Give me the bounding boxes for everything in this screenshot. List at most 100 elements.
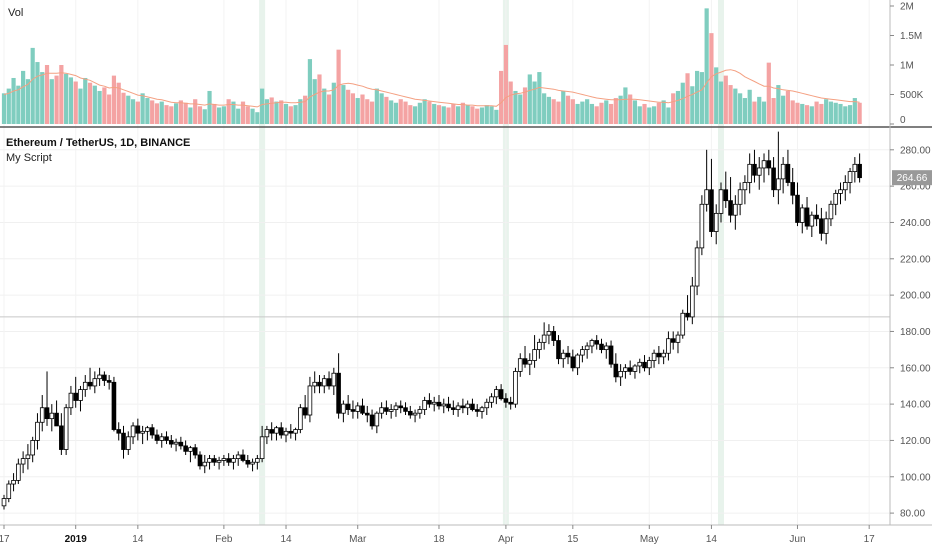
candle[interactable] bbox=[446, 396, 451, 412]
volume-bar[interactable] bbox=[599, 102, 604, 124]
volume-bar[interactable] bbox=[666, 107, 671, 124]
candle[interactable] bbox=[293, 427, 298, 441]
volume-bar[interactable] bbox=[671, 93, 676, 124]
candle[interactable] bbox=[422, 396, 427, 416]
candle[interactable] bbox=[474, 404, 480, 417]
candle[interactable] bbox=[178, 436, 184, 450]
candle[interactable] bbox=[355, 402, 361, 419]
volume-bar[interactable] bbox=[403, 101, 408, 124]
volume-bar[interactable] bbox=[159, 101, 164, 124]
volume-bar[interactable] bbox=[193, 99, 198, 124]
volume-bar[interactable] bbox=[331, 82, 336, 124]
candle[interactable] bbox=[111, 376, 117, 432]
candle[interactable] bbox=[145, 425, 150, 441]
volume-bar[interactable] bbox=[226, 99, 231, 124]
volume-bar[interactable] bbox=[217, 107, 222, 124]
candle[interactable] bbox=[183, 440, 188, 455]
volume-bar[interactable] bbox=[604, 100, 609, 124]
candle[interactable] bbox=[785, 149, 791, 187]
candle[interactable] bbox=[752, 149, 757, 183]
volume-bar[interactable] bbox=[728, 85, 733, 124]
candle[interactable] bbox=[441, 398, 447, 414]
volume-bar[interactable] bbox=[317, 74, 322, 124]
volume-bar[interactable] bbox=[97, 90, 102, 124]
candle[interactable] bbox=[398, 400, 404, 414]
candle[interactable] bbox=[312, 371, 317, 394]
volume-bar[interactable] bbox=[475, 108, 480, 124]
candle[interactable] bbox=[226, 453, 231, 466]
candle[interactable] bbox=[508, 396, 513, 410]
candle[interactable] bbox=[173, 438, 179, 452]
candle[interactable] bbox=[82, 375, 88, 397]
candle[interactable] bbox=[39, 395, 45, 432]
candle[interactable] bbox=[25, 444, 31, 470]
candle[interactable] bbox=[479, 405, 485, 419]
volume-bar[interactable] bbox=[59, 65, 64, 124]
volume-bar[interactable] bbox=[527, 74, 532, 124]
volume-bar[interactable] bbox=[556, 101, 561, 124]
candle[interactable] bbox=[513, 367, 518, 408]
volume-bar[interactable] bbox=[824, 99, 829, 124]
candle[interactable] bbox=[819, 207, 824, 241]
candle[interactable] bbox=[694, 240, 700, 296]
volume-bar[interactable] bbox=[513, 90, 518, 124]
candle[interactable] bbox=[317, 375, 322, 394]
volume-bar[interactable] bbox=[326, 94, 332, 125]
volume-bar[interactable] bbox=[570, 99, 575, 124]
volume-bar[interactable] bbox=[522, 87, 528, 124]
volume-bar[interactable] bbox=[417, 102, 422, 124]
candle[interactable] bbox=[704, 149, 709, 212]
candle[interactable] bbox=[709, 158, 714, 237]
volume-bar[interactable] bbox=[355, 98, 360, 124]
candle[interactable] bbox=[470, 398, 475, 412]
volume-bar[interactable] bbox=[121, 92, 126, 124]
volume-bar[interactable] bbox=[647, 107, 652, 124]
volume-bar[interactable] bbox=[565, 95, 571, 124]
volume-bar[interactable] bbox=[804, 105, 810, 124]
volume-bar[interactable] bbox=[393, 102, 399, 124]
volume-bar[interactable] bbox=[451, 103, 456, 124]
candle[interactable] bbox=[73, 376, 79, 408]
volume-bar[interactable] bbox=[260, 88, 265, 124]
volume-bar[interactable] bbox=[857, 102, 862, 124]
volume-bar[interactable] bbox=[212, 103, 217, 124]
candle[interactable] bbox=[388, 404, 394, 419]
volume-bar[interactable] bbox=[145, 98, 150, 124]
volume-bar[interactable] bbox=[360, 94, 365, 125]
volume-bar[interactable] bbox=[130, 99, 136, 124]
volume-bar[interactable] bbox=[561, 90, 566, 124]
volume-bar[interactable] bbox=[298, 99, 303, 124]
candle[interactable] bbox=[637, 358, 643, 374]
candle[interactable] bbox=[795, 182, 800, 227]
candle[interactable] bbox=[250, 458, 255, 472]
candle[interactable] bbox=[121, 425, 126, 459]
candle[interactable] bbox=[336, 353, 341, 419]
volume-bar[interactable] bbox=[87, 82, 93, 124]
candle[interactable] bbox=[723, 171, 729, 208]
candle[interactable] bbox=[255, 454, 260, 470]
volume-bar[interactable] bbox=[742, 98, 747, 124]
volume-bar[interactable] bbox=[580, 101, 585, 124]
volume-bar[interactable] bbox=[766, 62, 771, 124]
candle[interactable] bbox=[231, 454, 236, 470]
volume-bar[interactable] bbox=[30, 47, 35, 124]
candle[interactable] bbox=[852, 157, 858, 183]
volume-bar[interactable] bbox=[637, 106, 642, 124]
candle[interactable] bbox=[197, 451, 203, 470]
candle[interactable] bbox=[814, 204, 819, 227]
candle[interactable] bbox=[164, 431, 169, 445]
volume-bar[interactable] bbox=[809, 106, 814, 124]
volume-bar[interactable] bbox=[178, 100, 183, 124]
candle[interactable] bbox=[116, 422, 122, 441]
volume-bar[interactable] bbox=[828, 101, 834, 124]
volume-bar[interactable] bbox=[656, 102, 661, 124]
candle[interactable] bbox=[776, 131, 781, 205]
candle[interactable] bbox=[240, 449, 246, 463]
candle[interactable] bbox=[570, 349, 576, 372]
candle[interactable] bbox=[656, 345, 662, 365]
candle[interactable] bbox=[59, 413, 64, 455]
candle[interactable] bbox=[661, 349, 666, 365]
volume-bar[interactable] bbox=[288, 106, 293, 124]
volume-bar[interactable] bbox=[336, 49, 341, 124]
